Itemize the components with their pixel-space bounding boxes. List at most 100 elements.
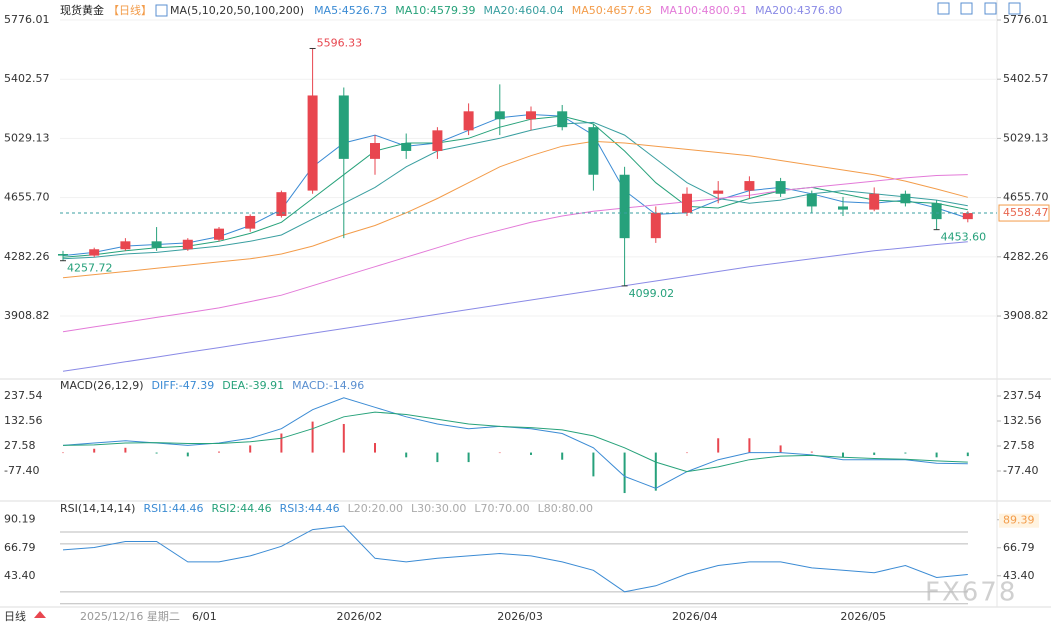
legend-entry: MA5:4526.73 — [314, 4, 387, 17]
period: 【日线】 — [108, 3, 152, 17]
annotation-label: 4453.60 — [941, 231, 987, 244]
ma-line — [62, 140, 968, 279]
ma-line — [62, 411, 968, 473]
x-tick-label: 2026/02 — [337, 610, 383, 623]
annotation-label: 5596.33 — [317, 36, 363, 49]
y-tick-label-left: -77.40 — [4, 464, 39, 477]
y-tick-label-right: 237.54 — [1003, 389, 1042, 402]
x-tick-label: 2026/05 — [840, 610, 886, 623]
last-price-label: 4558.47 — [1003, 206, 1049, 219]
toolbar[interactable] — [937, 2, 1021, 15]
legend-entry: MA200:4376.80 — [755, 4, 842, 17]
candle-body — [276, 192, 287, 216]
macd-bar — [280, 433, 283, 453]
icon[interactable] — [1008, 2, 1021, 15]
candle-body — [650, 212, 661, 239]
level-label: L20:20.00 — [348, 502, 403, 515]
macd-bar — [374, 443, 376, 453]
legend-entry: DEA:-39.91 — [222, 379, 284, 392]
macd-bar — [249, 445, 252, 453]
legend-entry: RSI3:44.46 — [280, 502, 340, 515]
candle-body — [182, 239, 193, 250]
y-tick-label-left: 90.19 — [4, 513, 36, 526]
ma-line — [62, 113, 968, 257]
y-tick-label-right: 5402.57 — [1003, 72, 1049, 85]
y-tick-label-left: 4282.26 — [4, 250, 50, 263]
macd-bar — [686, 452, 688, 454]
last-price-tag — [998, 204, 1050, 222]
macd-bar — [842, 452, 844, 458]
y-tick-label-left: 5776.01 — [4, 13, 50, 26]
candle-body — [370, 143, 380, 159]
candle-body — [245, 215, 256, 229]
level-label: L70:70.00 — [474, 502, 529, 515]
level-label: L30:30.00 — [411, 502, 466, 515]
candle-body — [806, 193, 817, 207]
macd-bar — [810, 451, 813, 453]
macd-bar — [623, 452, 626, 494]
candle-body — [401, 143, 412, 151]
macd-bar — [530, 452, 532, 455]
y-tick-label-left: 237.54 — [4, 389, 43, 402]
macd-bar — [218, 451, 220, 453]
y-tick-label-left: 3908.82 — [4, 309, 50, 322]
y-tick-label-right: 4655.70 — [1003, 191, 1049, 204]
crosshair-date: 2025/12/16 星期二 — [80, 610, 180, 623]
ma-line — [62, 525, 968, 593]
candle-body — [900, 193, 911, 204]
y-tick-label-right: 43.40 — [1003, 569, 1035, 582]
candle-body — [682, 193, 692, 213]
annotation-label: 4257.72 — [67, 262, 113, 275]
ma-line — [62, 174, 968, 333]
annotation-label: 4099.02 — [629, 287, 675, 300]
period-arrow[interactable] — [34, 611, 46, 618]
candle-body — [557, 111, 568, 128]
y-tick-label-right: 3908.82 — [1003, 309, 1049, 322]
macd-bar — [654, 452, 657, 491]
symbol: 现货黄金 — [60, 3, 104, 17]
legend-entry: RSI2:44.46 — [212, 502, 272, 515]
y-tick-label-left: 5029.13 — [4, 131, 50, 144]
macd-bar — [873, 452, 876, 455]
candle-body — [463, 111, 474, 131]
macd-bar — [186, 452, 189, 457]
candle-body — [58, 254, 68, 256]
indicator-title: MACD(26,12,9) — [60, 379, 144, 392]
macd-bar — [467, 452, 470, 463]
icon[interactable] — [984, 2, 997, 15]
candle-body — [494, 111, 505, 120]
y-tick-label-right: 5776.01 — [1003, 13, 1049, 26]
icon[interactable] — [960, 2, 973, 15]
y-tick-label-right: 132.56 — [1003, 414, 1042, 427]
macd-bar — [592, 452, 595, 477]
checkbox[interactable] — [155, 4, 168, 17]
macd-bar — [498, 452, 501, 454]
macd-bar — [124, 447, 127, 453]
macd-bar — [717, 438, 720, 453]
candle-body — [307, 95, 318, 191]
macd-bar — [748, 438, 751, 453]
candle-body — [838, 206, 848, 210]
y-tick-label-left: 4655.70 — [4, 191, 50, 204]
x-tick-label: 2026/04 — [672, 610, 718, 623]
y-tick-label-left: 43.40 — [4, 569, 36, 582]
y-tick-label-right: 27.58 — [1003, 439, 1035, 452]
ma-line — [62, 241, 968, 372]
y-tick-label-left: 27.58 — [4, 439, 36, 452]
footer-period: 日线 — [4, 609, 26, 623]
macd-bar — [342, 423, 345, 453]
macd-bar — [62, 452, 64, 454]
candle-body — [89, 249, 100, 256]
y-tick-label-left: 132.56 — [4, 414, 43, 427]
candle-body — [151, 241, 162, 248]
legend-entry: MA20:4604.04 — [484, 4, 564, 17]
macd-bar — [779, 445, 782, 453]
y-tick-label-right: 66.79 — [1003, 541, 1035, 554]
candle-body — [713, 190, 724, 194]
ma-line — [62, 115, 968, 258]
indicator: MA(5,10,20,50,100,200) — [170, 4, 304, 17]
marker-tag — [999, 513, 1039, 528]
icon[interactable] — [937, 2, 950, 15]
